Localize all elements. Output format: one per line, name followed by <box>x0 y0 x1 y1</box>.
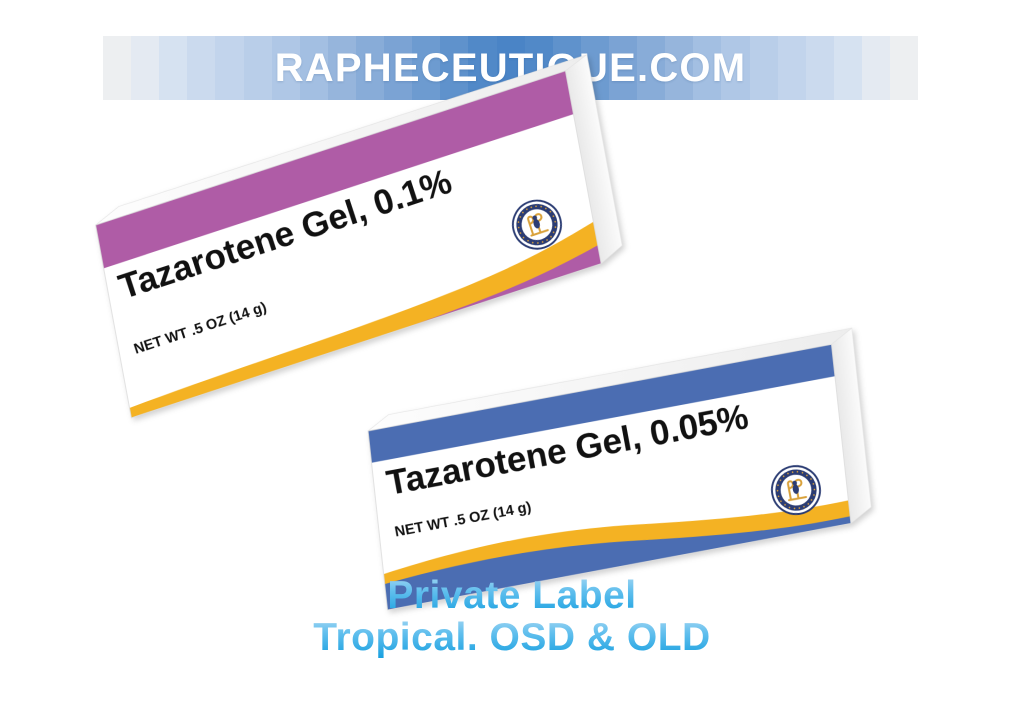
banner-stripe-3 <box>187 36 216 100</box>
banner-stripe-6 <box>271 36 300 100</box>
banner-stripe-11 <box>412 36 441 100</box>
banner-stripe-5 <box>243 36 272 100</box>
seal-ring-lettering <box>776 470 816 510</box>
banner-stripe-8 <box>327 36 356 100</box>
banner-stripe-10 <box>384 36 413 100</box>
banner-stripe-1 <box>131 36 160 100</box>
banner-stripe-21 <box>693 36 722 100</box>
banner-stripe-0 <box>103 36 132 100</box>
banner-stripe-12 <box>440 36 469 100</box>
accent-band-top <box>368 344 835 463</box>
banner-stripe-25 <box>805 36 834 100</box>
product-box-tazarotene-005: Tazarotene Gel, 0.05% NET WT .5 OZ (14 g… <box>349 325 892 620</box>
banner-stripe-22 <box>721 36 750 100</box>
accent-band-top <box>95 70 574 269</box>
banner-stripe-28 <box>890 36 918 100</box>
banner-stripe-27 <box>861 36 891 100</box>
caption-line-1: Private Label <box>0 576 1024 616</box>
swoosh-gold <box>129 219 606 418</box>
banner-stripe-4 <box>215 36 244 100</box>
banner-stripe-23 <box>749 36 778 100</box>
seal-ring-lettering <box>517 205 557 244</box>
banner-stripe-18 <box>608 36 638 100</box>
banner-stripe-9 <box>355 36 385 100</box>
caption-line-2: Tropical. OSD & OLD <box>0 617 1024 658</box>
banner-stripe-20 <box>665 36 694 100</box>
banner-stripe-2 <box>159 36 188 100</box>
banner-stripe-26 <box>833 36 862 100</box>
product-box-blue-svg: Tazarotene Gel, 0.05% NET WT .5 OZ (14 g… <box>367 327 872 611</box>
company-seal-logo <box>771 465 821 516</box>
company-seal-logo <box>511 199 562 250</box>
seal-figure <box>532 215 540 229</box>
product-box-tazarotene-01: Tazarotene Gel, 0.1% NET WT .5 OZ (14 g) <box>66 54 646 429</box>
seal-figure <box>792 480 799 494</box>
banner-stripe-7 <box>299 36 328 100</box>
banner-stripe-19 <box>637 36 666 100</box>
product-box-purple-svg: Tazarotene Gel, 0.1% NET WT .5 OZ (14 g) <box>95 54 623 419</box>
bottom-caption: Private Label Tropical. OSD & OLD <box>0 576 1024 658</box>
banner-stripe-24 <box>777 36 806 100</box>
banner-gradient-stripes <box>103 36 918 100</box>
